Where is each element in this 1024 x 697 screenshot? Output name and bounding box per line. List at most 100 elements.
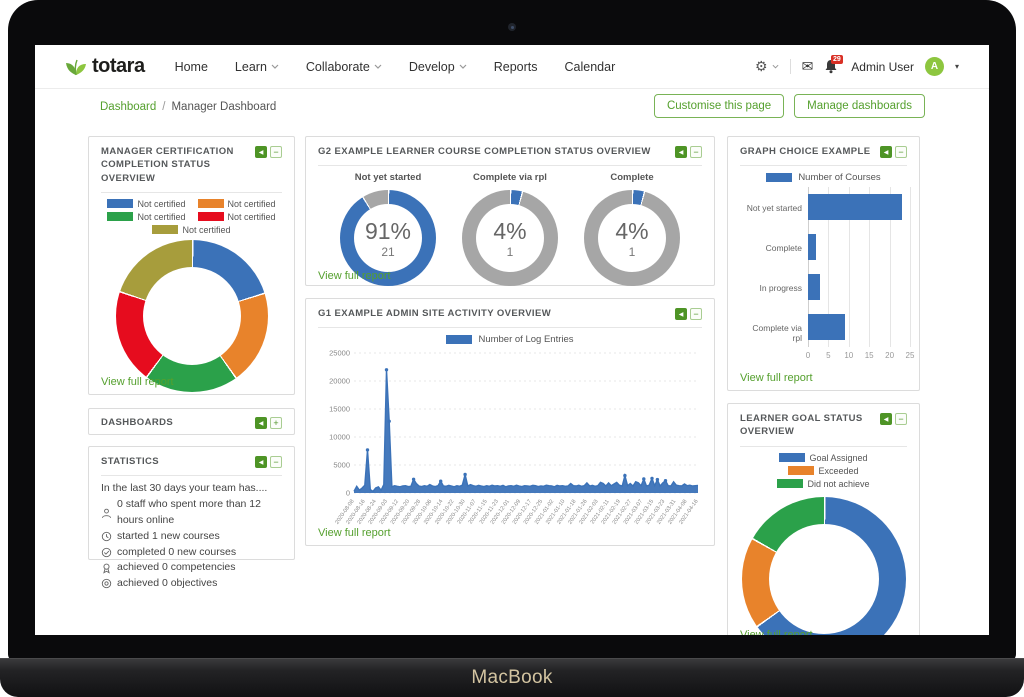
collapse-icon[interactable]: − — [895, 146, 907, 158]
notifications-button[interactable]: 29 — [824, 54, 844, 75]
breadcrumb-current: Manager Dashboard — [171, 101, 277, 113]
navbar-right: ⚙ ✉ 29 Admin User A ▾ — [755, 54, 959, 76]
data-point — [384, 368, 389, 372]
competency-icon — [103, 563, 110, 574]
bar[interactable] — [808, 234, 817, 261]
gauge-donut-chart: 91% 21 — [340, 190, 436, 287]
gauge-label: Complete — [610, 172, 654, 184]
move-block-icon[interactable]: ◀ — [880, 413, 892, 425]
collapse-icon[interactable]: − — [270, 456, 282, 468]
collapse-icon[interactable]: − — [270, 146, 282, 158]
y-tick-label: 10000 — [329, 433, 350, 442]
y-tick-label: 20000 — [329, 377, 350, 386]
staff-online-icon — [102, 508, 111, 518]
totara-logo[interactable]: totara — [65, 55, 145, 78]
collapse-icon[interactable]: − — [895, 413, 907, 425]
data-point — [663, 479, 668, 483]
data-point — [365, 448, 370, 452]
manage-dashboards-button[interactable]: Manage dashboards — [794, 94, 925, 118]
gridline — [869, 187, 871, 348]
bar[interactable] — [808, 274, 821, 301]
certification-donut-chart — [115, 239, 268, 392]
user-menu-caret-icon[interactable]: ▾ — [954, 62, 959, 71]
gridline — [910, 187, 911, 348]
course-started-icon — [101, 531, 112, 542]
panel-title: GRAPH CHOICE EXAMPLE — [740, 146, 871, 157]
bar[interactable] — [808, 314, 845, 341]
stat-text: 0 staff who spent more than 12 hours onl… — [117, 498, 261, 527]
panel-title: G2 EXAMPLE LEARNER COURSE COMPLETION STA… — [318, 146, 651, 157]
view-full-report-link[interactable]: View full report — [740, 372, 813, 384]
menu-reports[interactable]: Reports — [493, 59, 538, 74]
messages-icon[interactable]: ✉ — [801, 58, 814, 74]
data-point — [387, 419, 391, 424]
view-full-report-link[interactable]: View full report — [318, 527, 391, 539]
expand-icon[interactable]: + — [270, 417, 282, 429]
collapse-icon[interactable]: − — [690, 308, 702, 320]
gauge-label: Complete via rpl — [473, 172, 547, 184]
view-full-report-link[interactable]: View full report — [740, 629, 813, 635]
panel-g1-site-activity: G1 EXAMPLE ADMIN SITE ACTIVITY OVERVIEW … — [305, 298, 715, 546]
move-block-icon[interactable]: ◀ — [255, 456, 267, 468]
panel-title: STATISTICS — [101, 456, 160, 467]
stat-line: completed 0 new courses — [101, 545, 282, 561]
gauge-not-yet-started: Not yet started 91% 21 — [340, 172, 436, 287]
certification-legend: Not certified Not certified Not certifie… — [101, 199, 282, 235]
chevron-down-icon — [772, 64, 779, 69]
legend-label: Not certified — [137, 211, 186, 222]
legend-swatch — [107, 212, 134, 222]
move-block-icon[interactable]: ◀ — [255, 146, 267, 158]
bar[interactable] — [808, 194, 902, 221]
y-tick-label: 0 — [346, 489, 350, 498]
menu-home[interactable]: Home — [174, 59, 208, 74]
move-block-icon[interactable]: ◀ — [255, 417, 267, 429]
bar-category-label: Not yet started — [746, 203, 802, 214]
legend-swatch — [788, 466, 815, 476]
move-block-icon[interactable]: ◀ — [880, 146, 892, 158]
move-block-icon[interactable]: ◀ — [675, 308, 687, 320]
stat-line: achieved 0 objectives — [101, 576, 282, 592]
bar-chart-legend: Number of Courses — [740, 172, 907, 183]
divider — [740, 445, 907, 447]
legend-swatch — [197, 199, 224, 209]
legend-label: Exceeded — [818, 465, 859, 476]
menu-calendar[interactable]: Calendar — [564, 59, 616, 74]
chevron-down-icon — [271, 64, 279, 69]
bar-category-label: Complete via rpl — [752, 323, 802, 344]
customise-page-button[interactable]: Customise this page — [653, 94, 785, 118]
menu-learn[interactable]: Learn — [235, 60, 279, 74]
device-label: MacBook — [471, 667, 553, 688]
admin-settings-menu[interactable]: ⚙ — [755, 58, 779, 75]
courses-bar-chart: 0 5 10 15 20 25 Not yet started Complete In prog… — [747, 187, 914, 363]
avatar[interactable]: A — [924, 57, 944, 76]
gridline — [828, 187, 830, 348]
divider — [318, 327, 702, 329]
breadcrumb-dashboard-link[interactable]: Dashboard — [100, 101, 157, 113]
y-tick-label: 25000 — [329, 349, 350, 358]
gauge-percent: 4% — [493, 217, 527, 244]
legend-label: Not certified — [182, 224, 231, 235]
gauge-count: 21 — [381, 244, 395, 259]
user-name[interactable]: Admin User — [851, 59, 914, 74]
x-tick-label: 20 — [885, 351, 895, 361]
view-full-report-link[interactable]: View full report — [101, 376, 174, 388]
move-block-icon[interactable]: ◀ — [675, 146, 687, 158]
area-fill — [354, 370, 698, 494]
view-full-report-link[interactable]: View full report — [318, 270, 391, 282]
stat-line: achieved 0 competencies — [101, 560, 282, 576]
divider — [318, 165, 702, 167]
collapse-icon[interactable]: − — [690, 146, 702, 158]
objective-icon — [101, 579, 112, 589]
statistics-intro: In the last 30 days your team has.... — [101, 482, 268, 495]
data-point — [623, 474, 627, 478]
menu-develop[interactable]: Develop — [409, 60, 467, 74]
divider — [101, 191, 282, 193]
panel-title: DASHBOARDS — [101, 417, 174, 428]
gauge-donut-chart: 4% 1 — [462, 190, 558, 287]
breadcrumb: Dashboard / Manager Dashboard — [100, 101, 276, 113]
browser-viewport: totara Home Learn Collaborate Develop Re… — [35, 45, 989, 635]
menu-collaborate[interactable]: Collaborate — [306, 60, 382, 74]
gridline — [848, 187, 850, 348]
page-actions: Customise this page Manage dashboards — [653, 94, 925, 118]
